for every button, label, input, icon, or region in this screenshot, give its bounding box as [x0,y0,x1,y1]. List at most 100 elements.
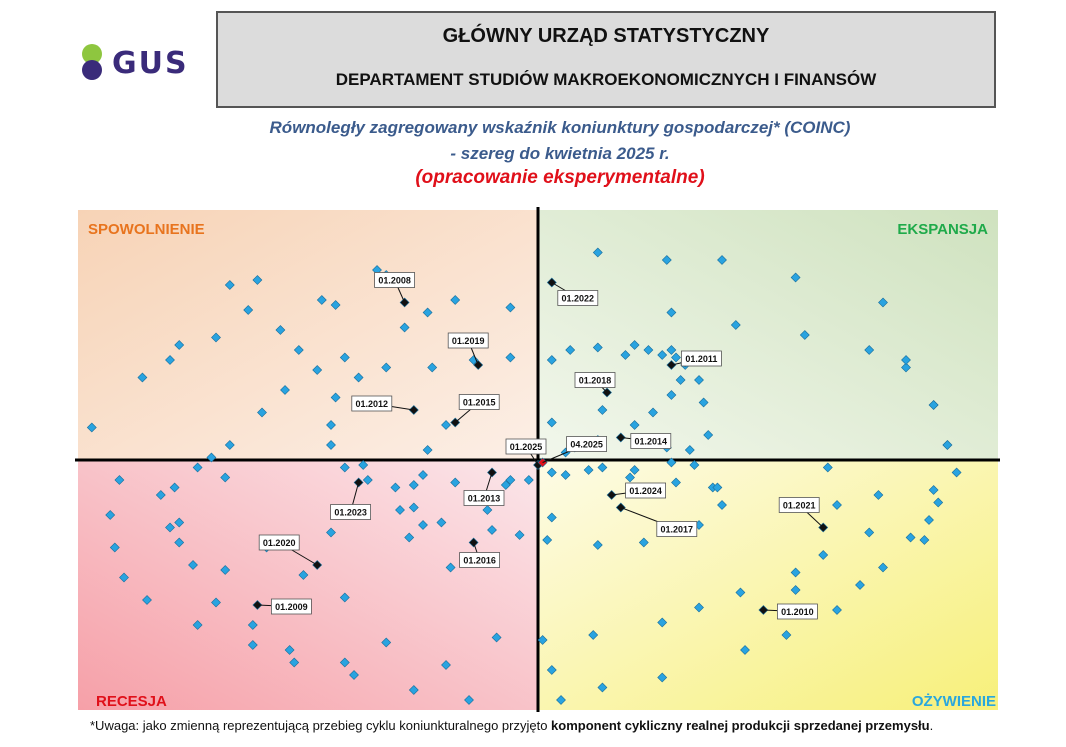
data-point [919,535,930,545]
callout-label: 01.2016 [463,556,496,566]
data-point [174,537,185,548]
callout-box [258,534,300,551]
data-point [491,632,502,643]
callout-label: 01.2015 [463,398,496,408]
data-point [339,592,350,603]
data-point [638,537,649,548]
data-point [901,355,911,365]
data-point [781,630,792,640]
data-point [878,562,888,573]
chart-title-line3: (opracowanie eksperymentalne) [415,167,705,188]
callout-box [625,482,666,499]
callout-label: 01.2021 [783,501,816,511]
data-point [155,490,166,500]
data-point [657,350,668,360]
data-point [381,637,392,648]
data-point [243,305,254,315]
data-point [928,400,939,410]
data-point [188,560,198,570]
callout-box [566,436,607,452]
logo-purple-dot [82,60,102,80]
quadrant-ekspansja-bg [538,210,998,460]
data-point [928,485,939,495]
data-point [330,300,341,310]
data-point [592,342,603,353]
callout-box [458,394,500,410]
data-point [441,420,451,430]
data-point [666,390,677,400]
data-point [220,472,231,483]
data-point [119,572,129,583]
data-point [864,527,875,538]
callout-box [681,350,722,367]
callout-label: 01.2014 [635,437,668,447]
data-point [597,682,608,693]
data-point [703,430,714,440]
callout-box [463,490,505,506]
data-point [358,460,369,470]
data-point [740,645,750,655]
callout-label: 01.2024 [629,486,662,496]
callout-box [630,433,672,449]
data-point [247,640,258,650]
data-point [169,482,180,493]
data-point [275,325,286,335]
data-point [165,355,175,365]
header-subtitle: DEPARTAMENT STUDIÓW MAKROEKONOMICZNYCH I… [335,70,877,89]
data-point [878,297,888,308]
quadrant-label-spowolnienie: SPOWOLNIENIE [88,221,205,238]
callout-label: 01.2008 [378,276,411,286]
data-point [399,322,410,333]
data-point [832,500,842,510]
data-point [137,372,148,383]
data-point [422,445,433,455]
data-point [901,362,911,373]
data-point [625,472,635,483]
callout-label: 01.2013 [468,494,501,504]
data-point [408,480,419,490]
data-point [339,352,350,363]
callout-box [557,290,599,306]
data-point [730,320,741,330]
data-point [330,392,341,403]
header-box: GŁÓWNY URZĄD STATYSTYCZNY DEPARTAMENT ST… [216,11,996,108]
callout-label: 01.2010 [781,607,814,617]
footnote-suffix: . [929,718,934,733]
data-point [790,585,801,595]
data-point [500,480,511,490]
callout-label: 01.2022 [562,294,595,304]
data-point [408,685,419,695]
data-point [404,532,415,543]
data-point [293,345,304,355]
data-point [671,352,681,363]
callout-label: 01.2011 [685,354,717,364]
data-point [698,397,709,408]
data-point [546,665,557,675]
data-point [933,497,944,508]
callout-label: 01.2017 [661,525,694,535]
gus-logo: GUS [78,40,188,90]
data-point [629,465,640,475]
data-point [211,597,221,608]
data-point [666,457,677,468]
callout-label: 01.2023 [334,508,367,518]
quadrant-label-ekspansja: EKSPANSJA [897,221,988,238]
data-point [666,307,677,318]
data-point [362,475,373,485]
data-point [192,620,203,630]
data-point [648,407,658,418]
data-point [822,462,833,473]
quadrant-ozywienie-bg [538,460,998,710]
data-point [542,535,553,545]
quadrant-label-ozywienie: OŻYWIENIE [912,693,996,710]
callout-label: 01.2019 [452,336,485,346]
data-point [675,375,686,385]
data-point [206,452,217,463]
data-point [298,570,309,580]
data-point [312,365,323,375]
data-point [597,405,608,415]
data-point [689,460,700,470]
data-point [671,477,681,488]
data-point [924,515,934,525]
data-point [546,355,557,365]
